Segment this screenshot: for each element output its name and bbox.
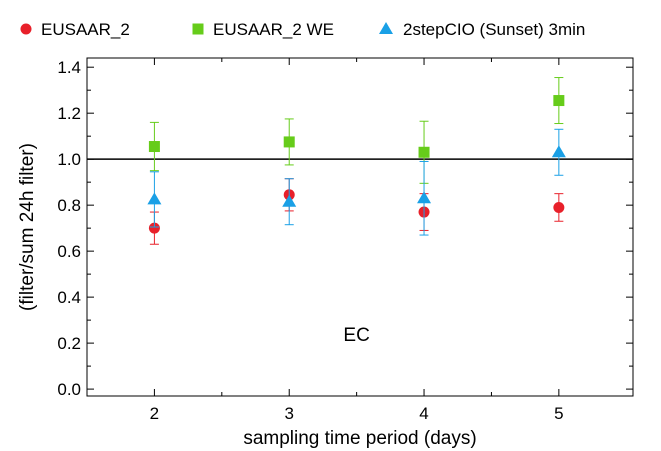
data-point xyxy=(418,146,430,158)
legend-item: 2stepCIO (Sunset) 3min xyxy=(379,20,585,39)
data-point xyxy=(553,201,565,213)
data-point xyxy=(147,192,162,205)
legend-label: EUSAAR_2 xyxy=(41,20,130,39)
y-tick-label: 0.6 xyxy=(57,242,81,261)
legend-label: 2stepCIO (Sunset) 3min xyxy=(403,20,585,39)
y-tick-label: 0.2 xyxy=(57,334,81,353)
data-point xyxy=(551,145,566,158)
data-point xyxy=(283,136,295,148)
data-point xyxy=(282,194,297,207)
annotation-label: EC xyxy=(343,325,369,346)
x-axis-title: sampling time period (days) xyxy=(243,428,476,449)
x-tick-label: 2 xyxy=(150,404,159,423)
series-3 xyxy=(147,128,566,236)
x-tick-label: 3 xyxy=(284,404,293,423)
data-point xyxy=(148,141,160,153)
y-tick-label: 1.2 xyxy=(57,104,81,123)
series-layer xyxy=(147,77,566,245)
legend-marker xyxy=(379,22,393,34)
legend-marker xyxy=(20,23,32,35)
legend-item: EUSAAR_2 WE xyxy=(192,20,334,39)
y-tick-label: 0.8 xyxy=(57,196,81,215)
legend-marker xyxy=(192,23,204,35)
y-tick-label: 0.4 xyxy=(57,288,81,307)
data-point xyxy=(553,95,565,107)
x-tick-label: 4 xyxy=(419,404,428,423)
series-1 xyxy=(148,178,565,245)
plot-frame xyxy=(86,57,634,397)
x-tick-label: 5 xyxy=(554,404,563,423)
data-point xyxy=(417,191,432,204)
legend-item: EUSAAR_2 xyxy=(20,20,130,39)
data-point xyxy=(148,222,160,234)
axis-ticks: 0.0 0.2 0.4 0.6 0.8 1.0 1.2 1.4 2 3 4 5 xyxy=(57,58,633,423)
y-axis-title: (filter/sum 24h filter) xyxy=(17,143,38,311)
y-tick-label: 0.0 xyxy=(57,380,81,399)
y-tick-label: 1.0 xyxy=(57,150,81,169)
legend-label: EUSAAR_2 WE xyxy=(213,20,334,39)
y-tick-label: 1.4 xyxy=(57,58,81,77)
legend: EUSAAR_2 EUSAAR_2 WE 2stepCIO (Sunset) 3mi… xyxy=(20,20,585,39)
series-2 xyxy=(148,77,565,184)
